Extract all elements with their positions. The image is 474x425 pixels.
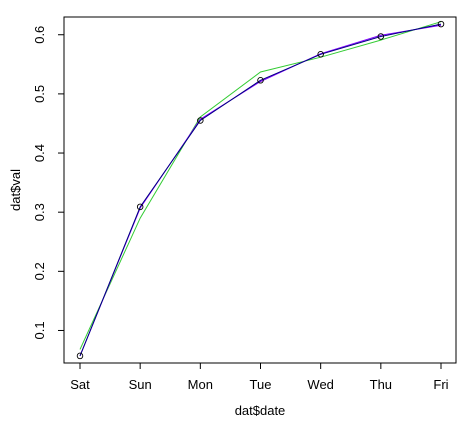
series-line [79, 21, 442, 350]
series-line [79, 24, 442, 357]
plot-box [63, 16, 457, 364]
series-line [79, 23, 442, 357]
x-axis: Sat Sun Mon Tue Wed Thu Fri [70, 363, 449, 392]
y-tick-label: 0.2 [32, 262, 47, 280]
x-tick-label: Tue [250, 377, 272, 392]
y-axis-title: dat$val [8, 169, 23, 211]
y-axis: 0.1 0.2 0.3 0.4 0.5 0.6 [32, 26, 64, 340]
data-point [377, 33, 385, 40]
x-tick-label: Sat [70, 377, 90, 392]
data-point [437, 20, 445, 28]
data-point [76, 352, 84, 360]
x-tick-label: Sun [129, 377, 152, 392]
y-tick-label: 0.4 [32, 144, 47, 162]
data-point [136, 203, 144, 211]
data-point [197, 117, 204, 124]
y-tick-label: 0.3 [32, 203, 47, 221]
x-tick-label: Mon [188, 377, 213, 392]
x-tick-label: Wed [307, 377, 334, 392]
data-point [257, 77, 264, 84]
series-layer [79, 21, 442, 357]
x-tick-label: Fri [433, 377, 448, 392]
data-point [317, 51, 324, 58]
points-layer [76, 20, 445, 360]
y-tick-label: 0.5 [32, 85, 47, 103]
y-tick-label: 0.1 [32, 321, 47, 339]
x-axis-title: dat$date [235, 403, 286, 418]
y-tick-label: 0.6 [32, 26, 47, 44]
x-tick-label: Thu [370, 377, 392, 392]
